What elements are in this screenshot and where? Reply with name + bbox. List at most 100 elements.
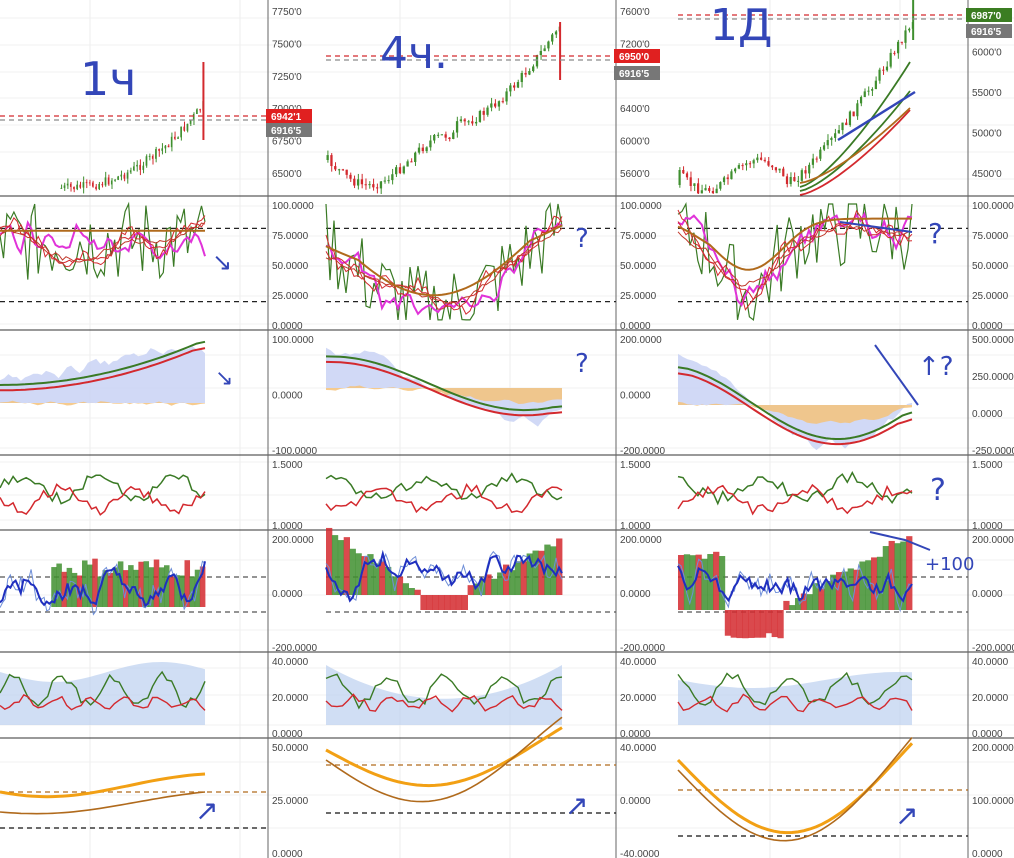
- osc-histogram-bar: [532, 550, 539, 595]
- osc-histogram-bar: [701, 558, 708, 610]
- candle-body: [490, 103, 493, 108]
- axis-tick-label: 6000'0: [972, 48, 1002, 59]
- macd-histogram-orange: [0, 400, 205, 406]
- candle-body: [133, 166, 135, 171]
- axis-tick-label: 0.0000: [272, 321, 303, 332]
- osc-histogram-bar: [355, 553, 362, 595]
- osc-histogram-bar: [326, 527, 333, 595]
- candle-body: [467, 121, 470, 123]
- candle-body: [173, 136, 176, 139]
- osc-histogram-bar: [102, 570, 109, 607]
- macd-histogram-blue: [326, 347, 562, 427]
- trend-slow-line: [325, 716, 563, 803]
- axis-tick-label: 0.0000: [620, 391, 651, 402]
- candle-body: [771, 165, 774, 168]
- candle-body: [110, 180, 113, 185]
- axis-tick-label: 1.0000: [972, 521, 1003, 532]
- handwritten-note: ?: [928, 217, 943, 250]
- handwritten-note: +100: [925, 554, 974, 575]
- candle-body: [177, 137, 179, 139]
- candle-body: [885, 66, 889, 71]
- macd-signal-green: [0, 340, 206, 386]
- osc-histogram-bar: [179, 575, 185, 607]
- osc-histogram-bar: [97, 576, 103, 607]
- osc-histogram-bar: [906, 536, 913, 610]
- candle-body: [815, 158, 818, 160]
- handwritten-note: 1ч: [80, 52, 136, 106]
- stoch-d-line: [677, 209, 913, 311]
- handwritten-note: ?: [575, 349, 589, 379]
- axis-tick-label: 20.0000: [620, 693, 657, 704]
- osc-histogram-bar: [361, 556, 368, 595]
- candle-body: [455, 121, 459, 133]
- axis-tick-label: 0.0000: [272, 391, 303, 402]
- adx-area: [678, 672, 912, 725]
- candle-body: [908, 28, 911, 31]
- candle-body: [368, 184, 371, 186]
- macd-signal-green: [677, 366, 913, 440]
- osc-histogram-bar: [92, 558, 98, 607]
- stoch-k-line: [0, 220, 206, 260]
- candle-body: [763, 159, 766, 162]
- candle-body: [474, 121, 478, 124]
- axis-tick-label: 25.0000: [972, 291, 1009, 302]
- candle-body: [547, 41, 550, 49]
- osc-histogram-bar: [449, 595, 457, 610]
- candle-body: [715, 188, 718, 194]
- macd-histogram-orange: [678, 401, 912, 424]
- osc-histogram-bar: [107, 572, 114, 607]
- candle-body: [395, 167, 398, 175]
- osc-histogram-bar: [497, 572, 504, 595]
- osc-histogram-bar: [876, 556, 884, 610]
- axis-tick-label: -200.0000: [620, 446, 665, 457]
- candle-body: [136, 164, 138, 167]
- trend-fast-line: [325, 726, 563, 788]
- candle-body: [785, 176, 789, 185]
- moving-average-line: [799, 90, 911, 192]
- axis-tick-label: 50.0000: [972, 261, 1009, 272]
- axis-tick-label: 6400'0: [620, 104, 650, 115]
- macd-line-red: [677, 372, 913, 446]
- osc-histogram-bar: [414, 589, 421, 595]
- axis-tick-label: 0.0000: [972, 729, 1003, 740]
- osc-histogram-bar: [143, 561, 150, 607]
- osc-histogram-bar: [783, 600, 790, 610]
- candle-body: [148, 155, 151, 157]
- candle-body: [196, 109, 198, 114]
- osc-histogram-bar: [164, 565, 170, 607]
- ratio-line-green: [677, 470, 913, 506]
- axis-tick-label: 4500'0: [972, 169, 1002, 180]
- candle-body: [874, 80, 877, 90]
- candle-body: [889, 52, 892, 67]
- candle-body: [693, 183, 696, 186]
- handwritten-note: ?: [575, 224, 589, 254]
- candle-body: [856, 103, 859, 117]
- osc-histogram-bar: [812, 583, 819, 610]
- candle-body: [79, 184, 82, 188]
- drawn-trendline: [839, 221, 913, 233]
- price-badge-label: 6950'0: [619, 52, 650, 63]
- candle-body: [170, 136, 173, 148]
- macd-line-red: [325, 360, 563, 417]
- osc-histogram-bar: [777, 610, 784, 639]
- candle-body: [859, 97, 863, 104]
- axis-tick-label: 5600'0: [620, 169, 650, 180]
- axis-tick-label: 500.0000: [972, 335, 1014, 346]
- candle-body: [189, 120, 192, 124]
- candle-body: [471, 121, 474, 124]
- handwritten-note: ↑?: [918, 352, 954, 382]
- osc-histogram-bar: [841, 571, 849, 610]
- axis-tick-label: 0.0000: [972, 589, 1003, 600]
- candle-body: [139, 164, 141, 170]
- candle-body: [493, 103, 497, 107]
- candle-body: [417, 147, 421, 153]
- osc-histogram-bar: [438, 595, 445, 610]
- axis-tick-label: 100.0000: [620, 201, 662, 212]
- candle-body: [486, 107, 489, 115]
- candle-body: [811, 158, 815, 165]
- handwritten-note: 1Д: [710, 0, 772, 51]
- candle-body: [444, 134, 447, 138]
- osc-histogram-bar: [148, 567, 155, 607]
- candle-body: [678, 170, 681, 185]
- axis-tick-label: 0.0000: [972, 849, 1003, 858]
